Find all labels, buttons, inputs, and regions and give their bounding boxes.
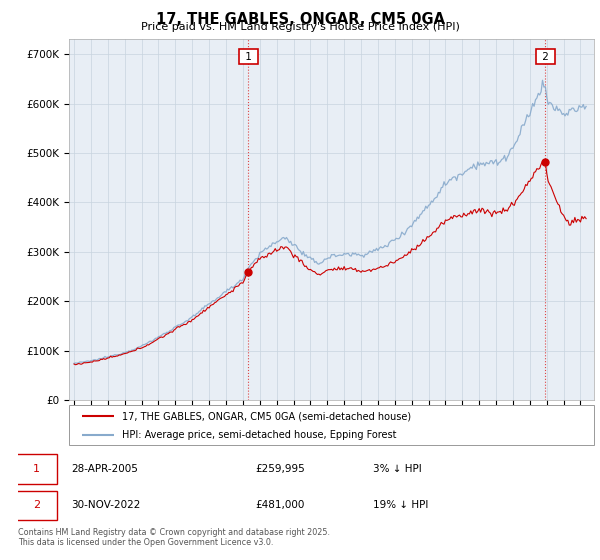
Text: Contains HM Land Registry data © Crown copyright and database right 2025.
This d: Contains HM Land Registry data © Crown c… [18,528,330,547]
FancyBboxPatch shape [15,491,58,520]
FancyBboxPatch shape [69,405,594,445]
Text: 3% ↓ HPI: 3% ↓ HPI [373,464,422,474]
Text: £481,000: £481,000 [255,501,304,510]
Text: 19% ↓ HPI: 19% ↓ HPI [373,501,428,510]
Text: Price paid vs. HM Land Registry's House Price Index (HPI): Price paid vs. HM Land Registry's House … [140,22,460,32]
Text: HPI: Average price, semi-detached house, Epping Forest: HPI: Average price, semi-detached house,… [121,430,396,440]
Text: £259,995: £259,995 [255,464,305,474]
Text: 1: 1 [33,464,40,474]
Text: 17, THE GABLES, ONGAR, CM5 0GA: 17, THE GABLES, ONGAR, CM5 0GA [155,12,445,27]
Text: 2: 2 [539,52,552,62]
Text: 17, THE GABLES, ONGAR, CM5 0GA (semi-detached house): 17, THE GABLES, ONGAR, CM5 0GA (semi-det… [121,411,410,421]
Text: 30-NOV-2022: 30-NOV-2022 [71,501,141,510]
Text: 1: 1 [242,52,255,62]
Text: 2: 2 [33,501,40,510]
Text: 28-APR-2005: 28-APR-2005 [71,464,139,474]
FancyBboxPatch shape [15,455,58,484]
